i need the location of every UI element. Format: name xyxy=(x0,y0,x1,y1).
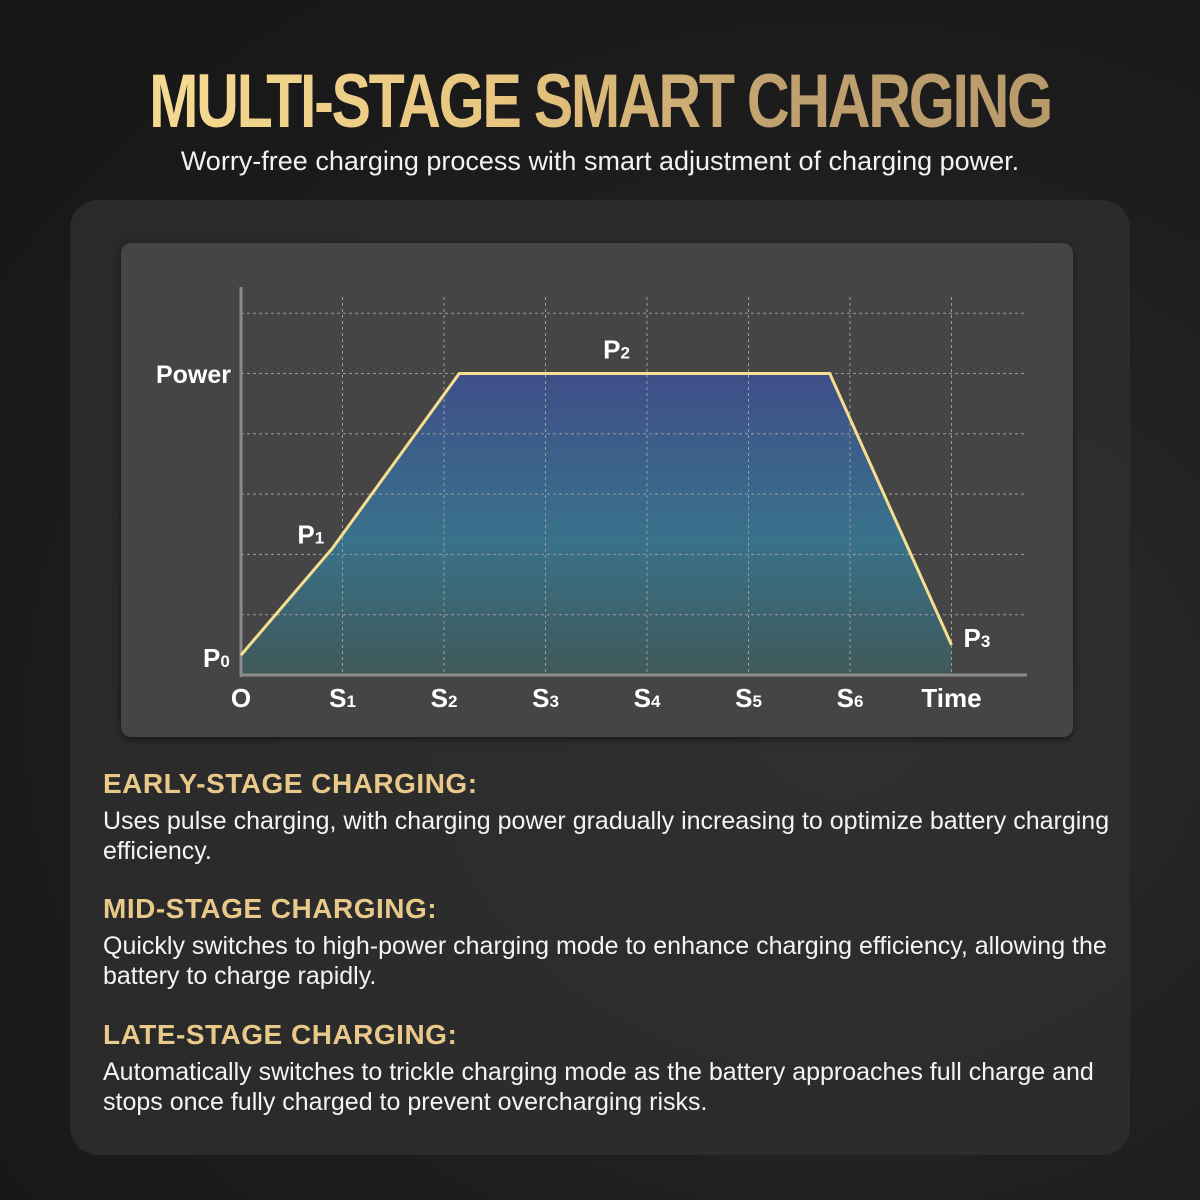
charging-chart: O S1 S2 S3 S4 S5 S6 Time Power P0 P1 P2 P3 xyxy=(156,287,1027,713)
x-tick-label: S3 xyxy=(532,683,559,713)
section-heading: MID-STAGE CHARGING: xyxy=(103,893,438,924)
subscript: 3 xyxy=(981,632,990,651)
section-late: LATE-STAGE CHARGING: Automatically switc… xyxy=(103,1019,1113,1117)
subscript: 6 xyxy=(854,692,863,711)
page-title: MULTI-STAGE SMART CHARGING xyxy=(132,62,1068,142)
section-heading: EARLY-STAGE CHARGING: xyxy=(103,768,478,799)
x-tick-label: S6 xyxy=(837,683,864,713)
x-tick-label: S1 xyxy=(329,683,356,713)
y-axis-label: Power xyxy=(156,361,231,389)
subscript: 5 xyxy=(752,692,761,711)
subscript: 1 xyxy=(346,692,355,711)
x-tick-label: O xyxy=(231,683,251,713)
x-tick-label: Time xyxy=(921,683,981,713)
subscript: 2 xyxy=(620,344,629,363)
section-text: Automatically switches to trickle chargi… xyxy=(103,1058,1094,1116)
x-tick-label: S5 xyxy=(735,683,762,713)
section-heading: LATE-STAGE CHARGING: xyxy=(103,1019,458,1050)
subscript: 4 xyxy=(651,692,661,711)
subscript: 2 xyxy=(448,692,457,711)
point-label: P3 xyxy=(964,623,991,653)
subscript: 0 xyxy=(220,652,229,671)
area-fill xyxy=(241,373,952,675)
subscript: 1 xyxy=(315,528,324,547)
section-text: Uses pulse charging, with charging power… xyxy=(103,807,1110,865)
point-label: P2 xyxy=(603,335,630,365)
section-text: Quickly switches to high-power charging … xyxy=(103,932,1107,990)
x-tick-label: S4 xyxy=(634,683,661,713)
section-early: EARLY-STAGE CHARGING: Uses pulse chargin… xyxy=(103,768,1113,866)
page-subtitle: Worry-free charging process with smart a… xyxy=(180,146,1020,176)
point-label: P1 xyxy=(297,519,324,549)
power-line xyxy=(239,372,953,657)
x-tick-label: S2 xyxy=(431,683,458,713)
subscript: 3 xyxy=(549,692,558,711)
point-label: P0 xyxy=(203,643,230,673)
section-mid: MID-STAGE CHARGING: Quickly switches to … xyxy=(103,893,1113,991)
